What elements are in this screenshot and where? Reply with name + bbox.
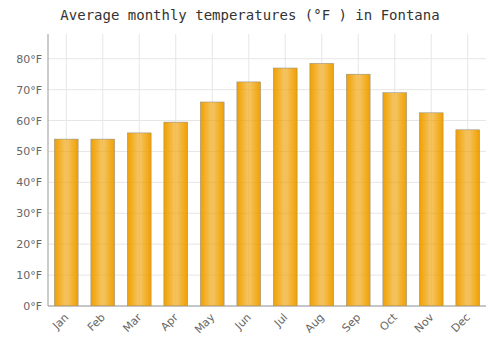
x-tick-label: Feb — [85, 311, 108, 334]
x-tick-label: Dec — [449, 311, 473, 335]
bar — [456, 130, 480, 306]
x-tick-label: May — [192, 311, 218, 337]
bar — [419, 113, 443, 306]
axes: 0°F 10°F 20°F 30°F 40°F 50°F 60°F 70°F 80°F Jan Fe… — [16, 34, 486, 336]
y-tick-label: 60°F — [16, 115, 42, 128]
bar — [91, 139, 115, 306]
y-axis-line — [48, 34, 49, 306]
x-tick-label: Sep — [340, 311, 364, 335]
y-tick-label: 30°F — [16, 207, 42, 220]
chart: Average monthly temperatures (°F ) in Fo… — [0, 0, 500, 350]
y-tick-label: 80°F — [16, 53, 42, 66]
y-tick-label: 10°F — [16, 269, 42, 282]
bar — [383, 93, 407, 306]
chart-container: Average monthly temperatures (°F ) in Fo… — [0, 0, 500, 350]
x-tick-label: Apr — [158, 311, 181, 334]
x-tick-label: Nov — [412, 311, 437, 336]
bar — [54, 139, 78, 306]
y-tick-label: 70°F — [16, 84, 42, 97]
bar — [310, 63, 334, 306]
y-grid-line — [48, 89, 486, 90]
bar — [164, 122, 188, 306]
title: Average monthly temperatures (°F ) in Fo… — [60, 7, 439, 23]
x-tick-label: Jul — [271, 311, 290, 330]
y-grid-line — [48, 58, 486, 59]
bar — [127, 133, 151, 306]
x-tick-label: Jan — [49, 311, 71, 333]
x-tick-label: Oct — [377, 310, 400, 333]
bars — [54, 63, 479, 306]
bar — [346, 74, 370, 306]
y-tick-label: 0°F — [23, 300, 42, 313]
y-tick-label: 20°F — [16, 238, 42, 251]
grid — [48, 34, 486, 306]
x-tick-label: Jun — [232, 311, 254, 333]
x-tick-label: Mar — [120, 311, 144, 335]
x-tick-label: Aug — [302, 311, 326, 335]
bar — [200, 102, 224, 306]
y-tick-label: 50°F — [16, 145, 42, 158]
bar — [237, 82, 261, 306]
bar — [273, 68, 297, 306]
y-tick-label: 40°F — [16, 176, 42, 189]
